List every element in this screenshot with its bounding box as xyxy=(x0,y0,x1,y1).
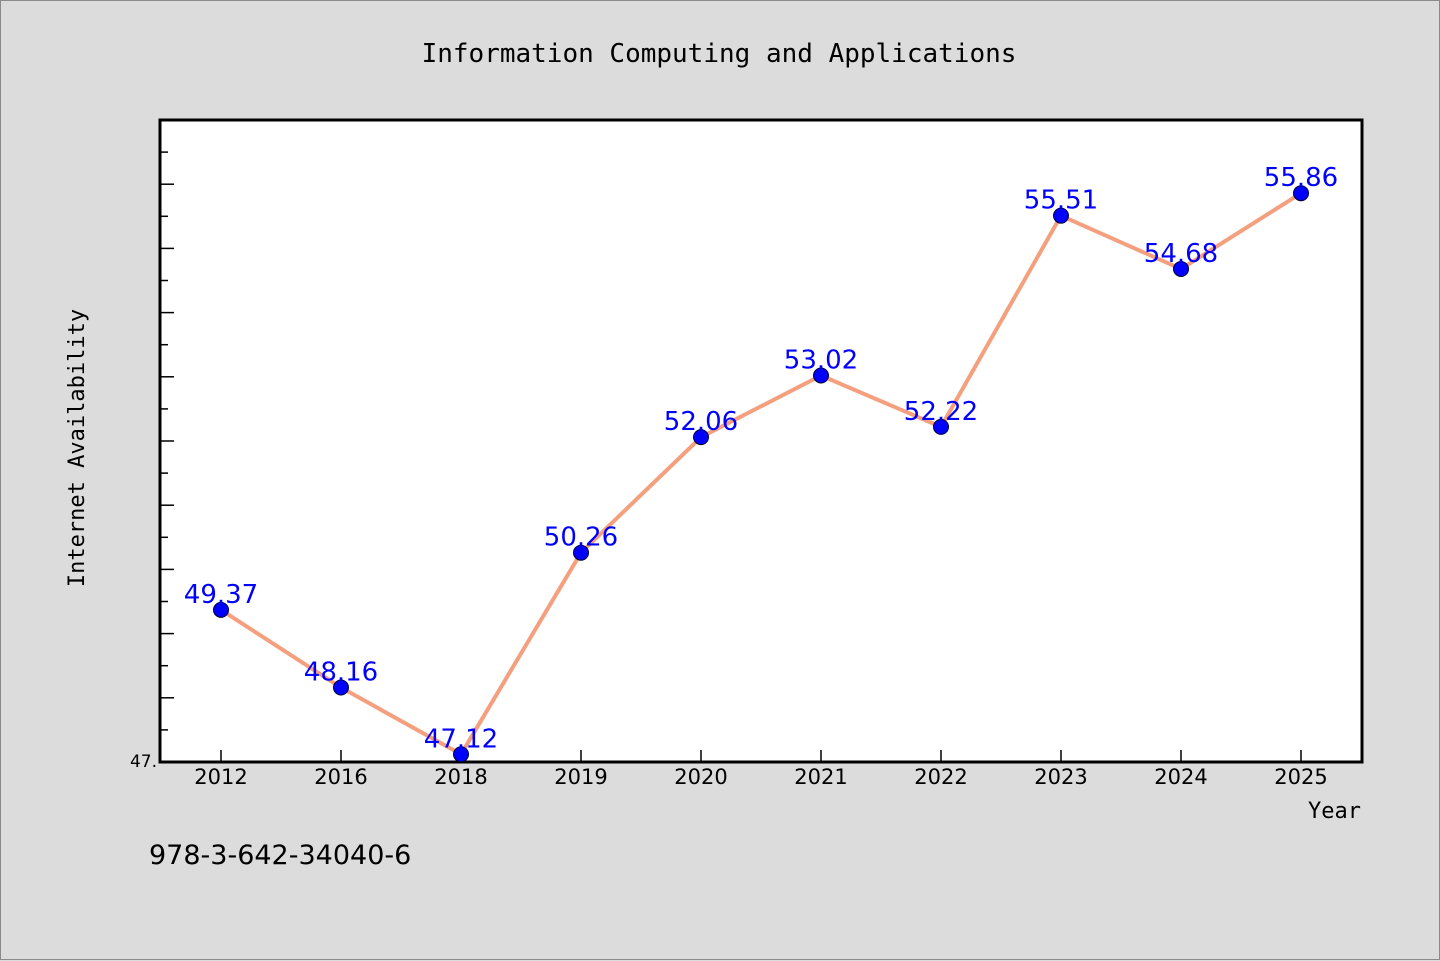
x-tick-label: 2018 xyxy=(434,765,487,789)
x-axis-ticks: 2012 2016 2018 2019 2020 2021 2022 2023 2024 2025 xyxy=(194,750,1328,789)
chart-title: Information Computing and Applications xyxy=(422,39,1017,69)
x-axis-label: Year xyxy=(1308,799,1361,824)
data-point xyxy=(213,601,229,618)
data-label: 49.37 xyxy=(184,580,258,610)
y-axis-label: Internet Availability xyxy=(65,309,90,587)
data-point xyxy=(573,544,589,561)
data-point xyxy=(1293,185,1309,202)
data-label: 52.22 xyxy=(904,397,978,427)
data-point xyxy=(933,418,949,435)
x-tick-label: 2019 xyxy=(554,765,607,789)
data-label: 55.86 xyxy=(1264,163,1338,193)
data-label: 48.16 xyxy=(304,658,378,688)
x-tick-label: 2024 xyxy=(1154,765,1207,789)
data-label: 50.26 xyxy=(544,523,618,553)
data-point xyxy=(1053,207,1069,224)
x-tick-label: 2025 xyxy=(1274,765,1327,789)
series-line xyxy=(219,191,1303,757)
data-label: 53.02 xyxy=(784,346,858,376)
data-point xyxy=(333,679,349,696)
data-label: 54.68 xyxy=(1144,239,1218,269)
data-point xyxy=(693,429,709,446)
x-tick-label: 2023 xyxy=(1034,765,1087,789)
y-axis-ticks xyxy=(160,119,174,763)
x-tick-label: 2012 xyxy=(194,765,247,789)
x-tick-label: 2021 xyxy=(794,765,847,789)
footer-isbn: 978-3-642-34040-6 xyxy=(149,840,411,871)
x-tick-label: 2016 xyxy=(314,765,367,789)
data-point xyxy=(1173,260,1189,277)
data-point xyxy=(453,746,469,763)
series-line-group: 49.37 48.16 47.12 50.26 52.06 53.02 52.22 55.51… xyxy=(184,163,1338,763)
y-tick-label: 47. xyxy=(130,752,157,772)
x-tick-label: 2020 xyxy=(674,765,727,789)
data-label: 52.06 xyxy=(664,407,738,437)
data-label: 47.12 xyxy=(424,724,498,754)
data-point xyxy=(813,367,829,384)
data-label: 55.51 xyxy=(1024,186,1098,216)
x-tick-label: 2022 xyxy=(914,765,967,789)
plot-area xyxy=(158,118,1364,764)
